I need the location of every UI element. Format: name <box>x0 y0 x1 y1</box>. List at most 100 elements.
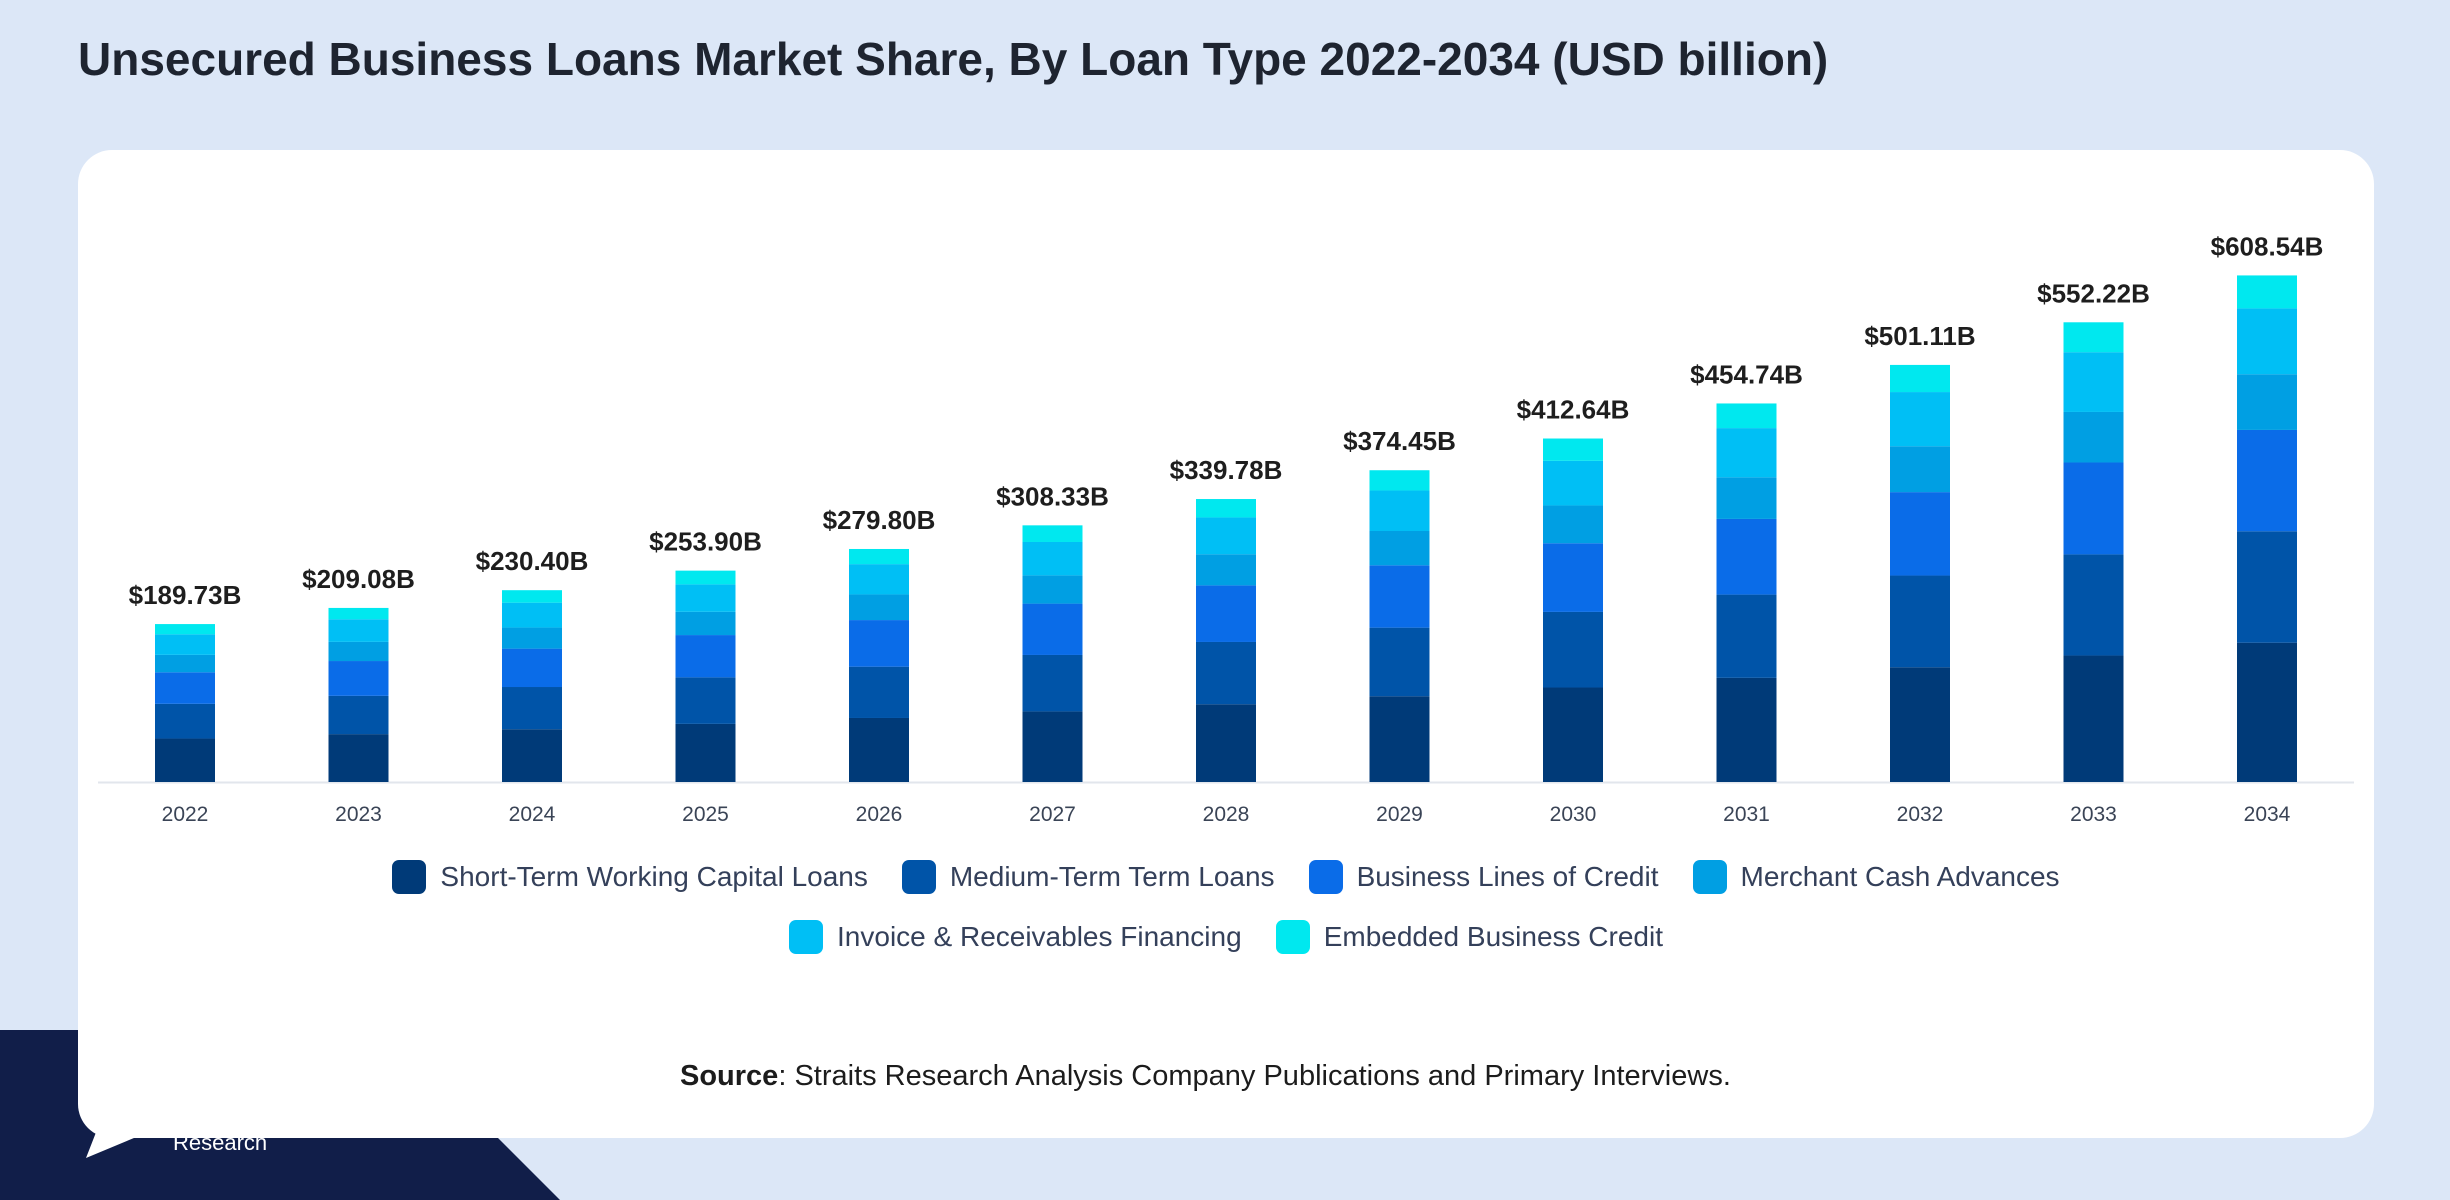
legend-item-1: Short-Term Working Capital Loans <box>392 860 868 894</box>
bar-segment-2030-series-4 <box>1543 505 1603 544</box>
bar-segment-2027-series-4 <box>1022 575 1083 604</box>
total-label-2023: $209.08B <box>302 564 415 594</box>
stacked-bar-chart: $189.73B 2022 $209.08B 2023 $230.40B 2024 $253… <box>98 231 2354 826</box>
total-label-2024: $230.40B <box>476 546 589 576</box>
legend-item-5: Invoice & Receivables Financing <box>789 920 1242 954</box>
bar-segment-2031-series-5 <box>1716 428 1777 478</box>
chart-card: $189.73B 2022 $209.08B 2023 $230.40B 2024 $253… <box>78 150 2374 1138</box>
bar-segment-2027-series-6 <box>1022 525 1083 542</box>
bar-segment-2026-series-3 <box>849 620 909 667</box>
total-label-2029: $374.45B <box>1343 426 1456 456</box>
source-note: Source: Straits Research Analysis Compan… <box>680 1060 1731 1093</box>
bar-segment-2028-series-4 <box>1196 554 1256 586</box>
total-label-2028: $339.78B <box>1170 455 1283 485</box>
x-tick-label-2032: 2032 <box>1897 803 1944 826</box>
x-tick-label-2026: 2026 <box>856 803 903 826</box>
bar-segment-2033-series-4 <box>2063 411 2124 463</box>
bar-segment-2033-series-2 <box>2063 554 2124 656</box>
legend-swatch <box>1275 920 1310 954</box>
bar-segment-2025-series-4 <box>675 611 736 636</box>
bar-segment-2025-series-6 <box>675 570 736 585</box>
bar-segment-2031-series-4 <box>1716 477 1777 519</box>
bar-segment-2024-series-6 <box>502 590 562 603</box>
bar-segment-2029-series-6 <box>1369 470 1430 491</box>
bar-segment-2022-series-5 <box>155 634 215 655</box>
legend-swatch <box>1308 860 1343 894</box>
bar-segment-2029-series-5 <box>1369 490 1430 532</box>
source-label: Source <box>680 1060 779 1092</box>
total-label-2034: $608.54B <box>2211 231 2324 261</box>
total-label-2032: $501.11B <box>1864 321 1975 351</box>
bar-segment-2030-series-3 <box>1543 543 1603 612</box>
bar-segment-2028-series-3 <box>1196 585 1256 642</box>
x-tick-label-2024: 2024 <box>509 803 556 826</box>
bar-segment-2024-series-4 <box>502 627 562 649</box>
bar-segment-2028-series-2 <box>1196 641 1256 705</box>
x-tick-label-2031: 2031 <box>1723 803 1770 826</box>
bar-segment-2029-series-1 <box>1369 696 1430 782</box>
bar-segment-2024-series-2 <box>502 687 562 730</box>
bar-segment-2022-series-6 <box>155 624 215 635</box>
bar-segment-2034-series-4 <box>2237 374 2297 430</box>
bar-segment-2023-series-5 <box>328 619 389 642</box>
bar-segment-2025-series-2 <box>675 677 736 724</box>
total-label-2022: $189.73B <box>129 580 242 610</box>
x-tick-label-2023: 2023 <box>335 803 382 826</box>
bar-segment-2022-series-1 <box>155 738 215 782</box>
bar-segment-2029-series-4 <box>1369 531 1430 566</box>
legend-label: Merchant Cash Advances <box>1740 861 2060 892</box>
legend-item-6: Embedded Business Credit <box>1275 920 1663 954</box>
bar-segment-2033-series-1 <box>2063 655 2124 782</box>
legend-swatch <box>789 920 824 954</box>
total-label-2033: $552.22B <box>2037 278 2150 308</box>
x-tick-label-2030: 2030 <box>1550 803 1597 826</box>
x-tick-label-2028: 2028 <box>1203 803 1250 826</box>
bar-segment-2026-series-5 <box>849 564 909 595</box>
bar-segment-2031-series-6 <box>1716 403 1777 429</box>
legend-label: Business Lines of Credit <box>1356 861 1659 892</box>
bar-segment-2034-series-6 <box>2237 275 2297 309</box>
bar-segment-2023-series-4 <box>328 641 389 662</box>
x-tick-label-2034: 2034 <box>2244 803 2291 826</box>
bar-segment-2031-series-2 <box>1716 594 1777 678</box>
x-tick-label-2029: 2029 <box>1376 803 1423 826</box>
bar-segment-2029-series-3 <box>1369 565 1430 628</box>
legend-item-3: Business Lines of Credit <box>1308 860 1659 894</box>
bar-segment-2033-series-5 <box>2063 352 2124 412</box>
bar-segment-2026-series-4 <box>849 594 909 621</box>
total-label-2025: $253.90B <box>649 527 762 557</box>
bar-segment-2031-series-1 <box>1716 677 1777 782</box>
bar-segment-2026-series-1 <box>849 717 909 782</box>
bar-segment-2033-series-3 <box>2063 462 2124 555</box>
bar-segment-2033-series-6 <box>2063 322 2124 353</box>
bar-segment-2034-series-5 <box>2237 308 2297 375</box>
bar-segment-2026-series-2 <box>849 666 909 718</box>
bar-segment-2028-series-1 <box>1196 704 1256 782</box>
x-tick-label-2025: 2025 <box>682 803 729 826</box>
chart-title: Unsecured Business Loans Market Share, B… <box>78 33 1829 85</box>
bar-segment-2023-series-3 <box>328 661 389 696</box>
bar-segment-2031-series-3 <box>1716 518 1777 595</box>
chart-legend: Short-Term Working Capital Loans Medium-T… <box>78 860 2374 954</box>
x-tick-label-2022: 2022 <box>162 803 209 826</box>
bar-segment-2034-series-2 <box>2237 531 2297 643</box>
bar-segment-2030-series-1 <box>1543 687 1603 782</box>
source-text: : Straits Research Analysis Company Publ… <box>778 1060 1731 1092</box>
bar-segment-2032-series-2 <box>1890 575 1950 668</box>
legend-swatch <box>901 860 936 894</box>
bar-segment-2022-series-3 <box>155 672 215 704</box>
legend-label: Invoice & Receivables Financing <box>837 921 1242 952</box>
bar-segment-2024-series-3 <box>502 648 562 688</box>
legend-label: Short-Term Working Capital Loans <box>440 861 868 892</box>
bar-segment-2022-series-4 <box>155 654 215 673</box>
bar-segment-2023-series-2 <box>328 695 389 735</box>
bar-segment-2032-series-3 <box>1890 492 1950 576</box>
bar-segment-2028-series-5 <box>1196 517 1256 555</box>
total-label-2026: $279.80B <box>823 505 936 535</box>
bar-segment-2030-series-5 <box>1543 460 1603 506</box>
bar-segment-2025-series-5 <box>675 584 736 612</box>
total-label-2027: $308.33B <box>996 481 1109 511</box>
legend-item-2: Medium-Term Term Loans <box>901 860 1275 894</box>
bar-segment-2032-series-1 <box>1890 667 1950 782</box>
legend-swatch <box>1692 860 1727 894</box>
